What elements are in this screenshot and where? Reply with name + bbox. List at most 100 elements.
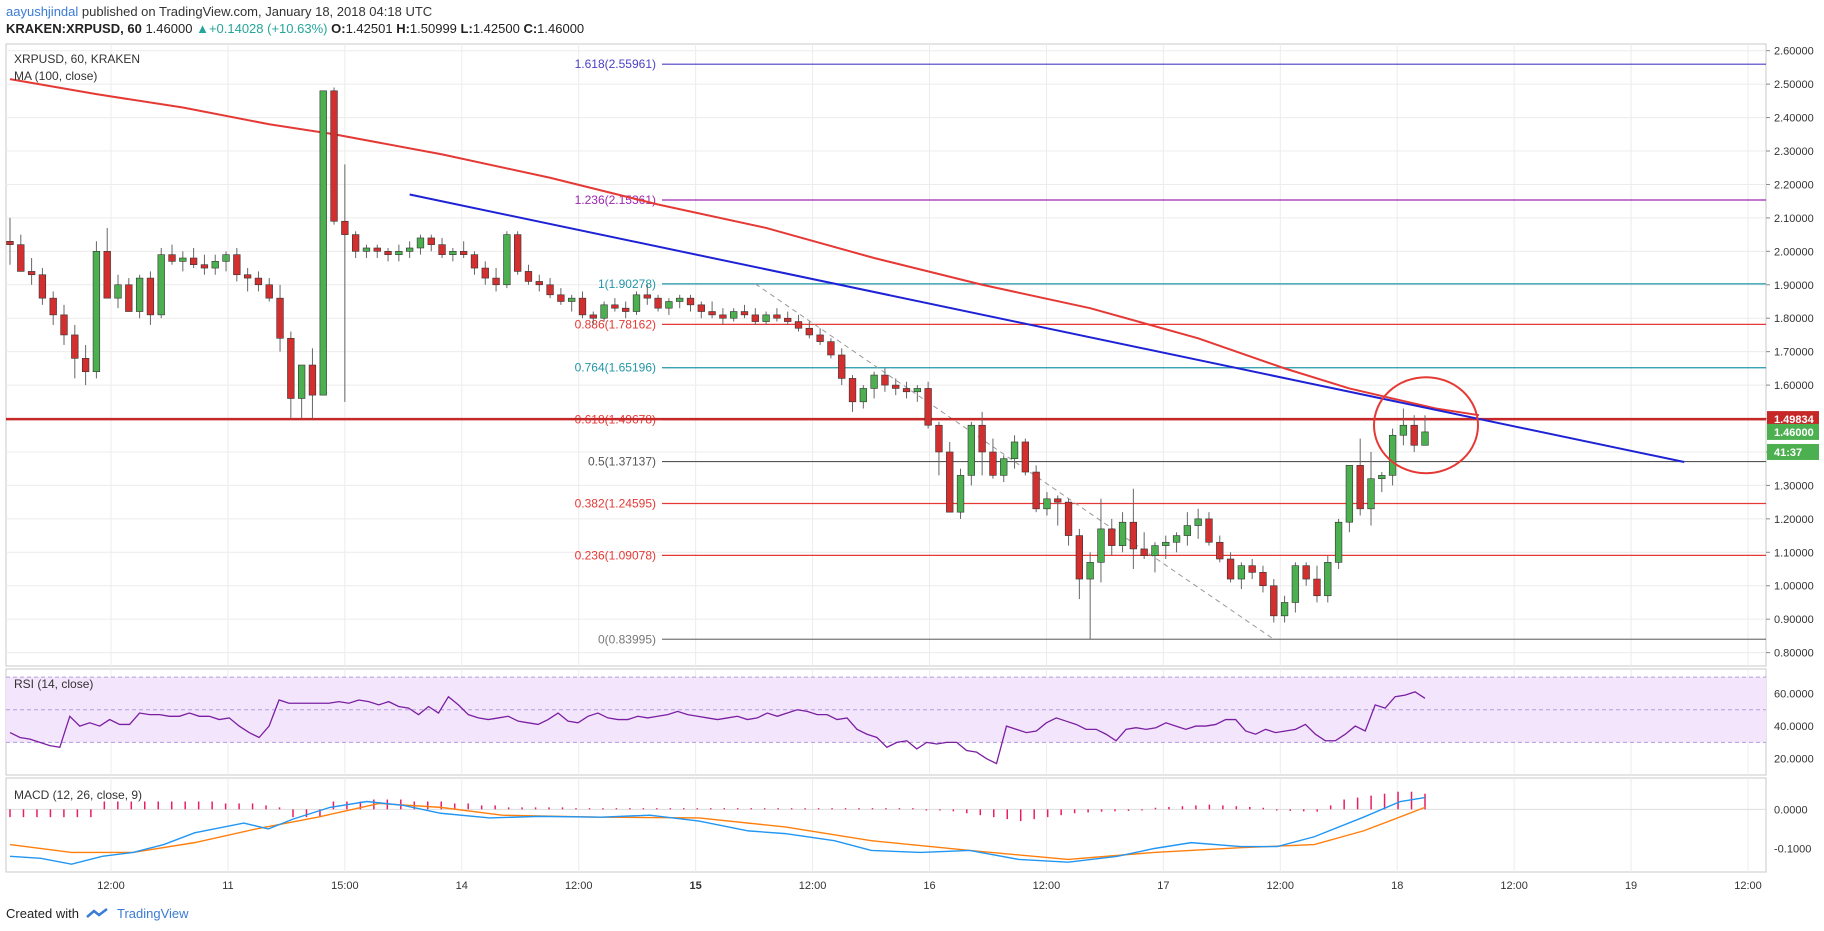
bearish-candle <box>643 294 651 299</box>
bearish-candle <box>200 264 209 269</box>
bearish-candle <box>1270 585 1278 617</box>
bullish-candle <box>1000 458 1008 476</box>
bullish-candle <box>319 90 327 396</box>
bearish-candle <box>946 451 954 513</box>
rsi-band <box>6 677 1766 743</box>
bullish-candle <box>1010 441 1019 459</box>
bearish-candle <box>557 294 565 302</box>
price-tag-label: 1.46000 <box>1774 427 1814 439</box>
y-tick-label: 2.60000 <box>1774 46 1814 58</box>
bullish-candle <box>568 297 576 302</box>
author-link[interactable]: aayushjindal <box>6 4 79 19</box>
y-tick-label: 0.80000 <box>1774 648 1814 660</box>
bearish-candle <box>805 327 813 336</box>
bearish-candle <box>1075 535 1083 580</box>
fib-level-label: 1(1.90278) <box>598 277 656 291</box>
high-value: 1.50999 <box>409 21 457 36</box>
bearish-candle <box>1410 424 1418 446</box>
x-tick-label: 16 <box>923 880 935 892</box>
bearish-candle <box>125 284 133 312</box>
x-tick-label: 14 <box>456 880 468 892</box>
bearish-candle <box>460 251 468 255</box>
bearish-candle <box>1248 565 1256 573</box>
bullish-candle <box>1237 565 1246 580</box>
price-tag-label: 41:37 <box>1774 447 1802 459</box>
y-tick-label: 1.70000 <box>1774 347 1814 359</box>
publish-text: published on TradingView.com, January 18… <box>81 4 433 19</box>
bearish-candle <box>384 251 392 255</box>
bearish-candle <box>470 254 479 269</box>
x-tick-label: 19 <box>1625 880 1637 892</box>
x-tick-label: 15 <box>690 880 702 892</box>
bearish-candle <box>935 424 943 453</box>
bearish-candle <box>6 241 14 245</box>
bullish-candle <box>179 257 187 262</box>
bearish-candle <box>17 244 25 272</box>
bearish-candle <box>1054 498 1062 503</box>
fib-level-label: 0.236(1.09078) <box>575 548 656 562</box>
publish-header: aayushjindal published on TradingView.co… <box>6 4 432 19</box>
created-with-text: Created with <box>6 906 79 921</box>
high-label: H: <box>396 21 410 36</box>
bullish-candle <box>1183 525 1192 536</box>
fib-diagonal-line <box>755 283 1275 640</box>
bullish-candle <box>665 301 673 309</box>
bearish-candle <box>816 334 824 342</box>
bearish-candle <box>686 297 695 306</box>
macd-y-tick-label: 0.0000 <box>1774 804 1808 816</box>
rsi-pane <box>6 676 1766 765</box>
x-tick-label: 12:00 <box>97 880 125 892</box>
trendline <box>409 193 1685 463</box>
y-tick-label: 2.30000 <box>1774 146 1814 158</box>
bearish-candle <box>514 234 522 272</box>
fib-level-label: 1.236(2.15361) <box>575 193 656 207</box>
bearish-candle <box>243 274 252 279</box>
x-tick-label: 12:00 <box>1267 880 1295 892</box>
bearish-candle <box>740 311 749 316</box>
y-tick-label: 1.30000 <box>1774 480 1814 492</box>
tradingview-link[interactable]: TradingView <box>116 906 189 921</box>
bearish-candle <box>276 297 284 339</box>
bearish-candle <box>1108 528 1116 546</box>
close-value: 1.46000 <box>537 21 585 36</box>
bearish-candle <box>427 237 435 245</box>
fibonacci-levels: 1.618(2.55961) 1.236(2.15361) 1(1.90278) 0.… <box>6 57 1766 646</box>
bearish-candle <box>751 314 759 322</box>
y-tick-label: 2.00000 <box>1774 246 1814 258</box>
bullish-candle <box>1421 431 1429 446</box>
x-tick-label: 12:00 <box>1033 880 1061 892</box>
bullish-candle <box>1334 521 1343 563</box>
rsi-y-tick-label: 20.0000 <box>1774 754 1814 766</box>
bullish-candle <box>1043 498 1051 510</box>
bearish-candle <box>1226 558 1235 580</box>
fib-level-label: 0.764(1.65196) <box>575 361 656 375</box>
bearish-candle <box>654 297 662 309</box>
x-tick-label: 11 <box>222 880 233 892</box>
footer: Created with TradingView <box>6 906 189 921</box>
macd-line <box>9 796 1426 865</box>
bearish-candle <box>524 271 533 282</box>
y-tick-label: 2.40000 <box>1774 113 1814 125</box>
bullish-candle <box>222 254 230 262</box>
macd-pane-frame <box>5 777 1767 873</box>
candles <box>6 87 1429 640</box>
bearish-candle <box>352 234 360 252</box>
bearish-candle <box>589 314 597 319</box>
bearish-candle <box>989 451 997 476</box>
bullish-candle <box>92 251 101 373</box>
bullish-candle <box>157 254 165 316</box>
fib-level-label: 0(0.83995) <box>598 632 656 646</box>
y-tick-label: 1.20000 <box>1774 514 1814 526</box>
x-tick-label: 15:00 <box>331 880 359 892</box>
bearish-candle <box>27 271 36 276</box>
bearish-candle <box>902 388 911 393</box>
x-tick-label: 12:00 <box>1734 880 1762 892</box>
bearish-candle <box>881 374 889 386</box>
price-tag-label: 1.49834 <box>1774 414 1815 426</box>
bullish-candle <box>1345 465 1354 523</box>
bullish-candle <box>1399 424 1408 436</box>
bullish-candle <box>1367 478 1375 510</box>
y-tick-label: 1.80000 <box>1774 313 1814 325</box>
x-tick-label: 18 <box>1391 880 1403 892</box>
